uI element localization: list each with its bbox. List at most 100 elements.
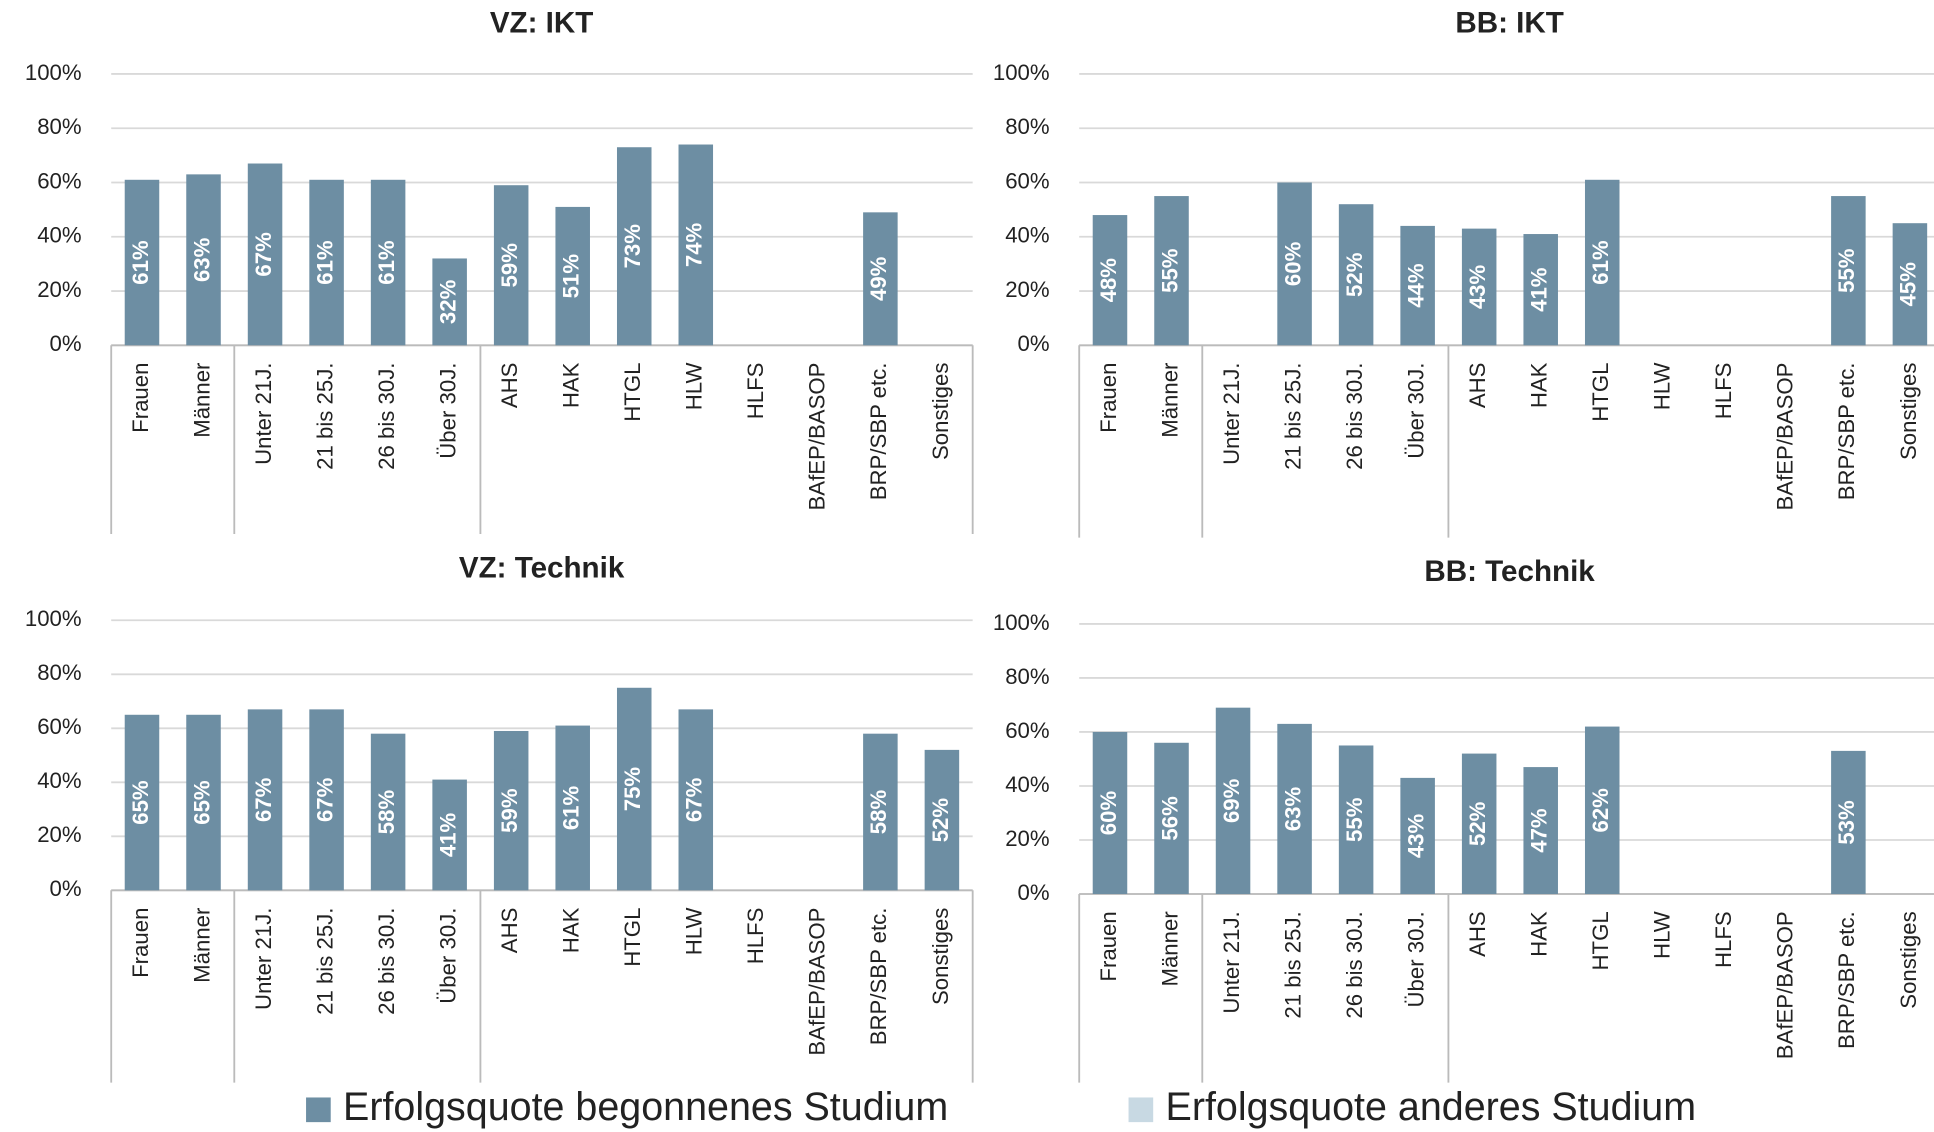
data-label: 62% [1588, 788, 1613, 833]
bar [616, 687, 652, 891]
x-tick-label: Unter 21J. [1219, 363, 1244, 465]
x-tick-label: HLFS [743, 363, 768, 420]
x-tick-label: 26 bis 30J. [1342, 363, 1367, 470]
x-tick-label: AHS [497, 908, 522, 954]
x-tick-label: BAfEP/BASOP [1773, 363, 1798, 511]
bar [432, 258, 467, 346]
y-tick-label: 20% [37, 822, 81, 847]
x-tick-label: HAK [1527, 911, 1552, 957]
chart-title: BB: IKT [1455, 6, 1563, 39]
bar [1338, 745, 1374, 895]
x-tick-label: HLW [1650, 362, 1675, 410]
bar [863, 212, 898, 346]
data-label: 61% [128, 240, 153, 285]
data-label: 49% [866, 256, 891, 301]
bar [493, 185, 529, 346]
y-tick-label: 60% [37, 168, 81, 193]
y-tick-label: 100% [25, 606, 82, 631]
y-tick-label: 80% [1005, 114, 1049, 139]
bar [1584, 726, 1620, 895]
chart-title: BB: Technik [1424, 555, 1595, 588]
data-label: 43% [1404, 813, 1429, 858]
bar [432, 779, 467, 891]
bar [1831, 196, 1866, 346]
chart-title: VZ: IKT [490, 6, 594, 39]
bar [1523, 234, 1558, 346]
x-tick-label: Über 30J. [1404, 363, 1429, 459]
data-label: 44% [1404, 263, 1429, 308]
bar [678, 709, 714, 891]
data-label: 58% [374, 790, 399, 835]
bar [555, 206, 590, 346]
x-tick-label: Frauen [1096, 363, 1121, 433]
data-label: 58% [866, 790, 891, 835]
data-label: 74% [682, 222, 707, 267]
y-tick-label: 100% [993, 60, 1050, 85]
x-tick-label: Frauen [1096, 911, 1121, 981]
bar [247, 163, 283, 346]
data-label: 69% [1219, 778, 1244, 823]
data-label: 53% [1834, 800, 1859, 845]
data-label: 52% [1465, 801, 1490, 846]
chart-title: VZ: Technik [459, 552, 625, 585]
bar [1215, 707, 1251, 895]
bar [1277, 182, 1312, 346]
legend-swatch [1128, 1097, 1154, 1123]
y-tick-label: 60% [1005, 168, 1049, 193]
x-tick-label: HLFS [1711, 363, 1736, 420]
bar [1400, 225, 1435, 346]
y-tick-label: 40% [37, 223, 81, 248]
data-label: 59% [497, 788, 522, 833]
y-tick-label: 20% [1005, 826, 1049, 851]
y-tick-label: 80% [37, 660, 81, 685]
data-label: 41% [1527, 267, 1552, 312]
x-tick-label: 26 bis 30J. [374, 908, 399, 1015]
x-tick-label: BRP/SBP etc. [866, 908, 891, 1046]
x-tick-label: 26 bis 30J. [374, 363, 399, 470]
bar [863, 733, 898, 891]
data-label: 60% [1096, 791, 1121, 836]
x-tick-label: HTGL [1588, 911, 1613, 970]
data-label: 67% [312, 777, 337, 822]
x-tick-label: 21 bis 25J. [312, 908, 337, 1015]
data-label: 55% [1834, 248, 1859, 293]
bar [555, 725, 590, 891]
x-tick-label: AHS [1465, 363, 1490, 409]
x-tick-label: 21 bis 25J. [1280, 363, 1305, 470]
x-tick-label: 21 bis 25J. [312, 363, 337, 470]
bar [1892, 223, 1928, 346]
bar [1154, 742, 1189, 895]
y-tick-label: 0% [50, 331, 82, 356]
bar [370, 733, 406, 891]
x-tick-label: BAfEP/BASOP [805, 908, 830, 1056]
x-tick-label: BAfEP/BASOP [1773, 911, 1798, 1059]
data-label: 59% [497, 243, 522, 288]
y-tick-label: 0% [1018, 880, 1050, 905]
x-tick-label: HTGL [620, 363, 645, 422]
data-label: 60% [1280, 241, 1305, 286]
data-label: 52% [928, 798, 953, 843]
x-tick-label: Über 30J. [436, 363, 461, 459]
x-tick-label: AHS [1465, 911, 1490, 957]
x-tick-label: HAK [1527, 362, 1552, 408]
x-tick-label: HLFS [1711, 911, 1736, 968]
legend-swatch [306, 1097, 331, 1123]
data-label: 45% [1896, 262, 1921, 307]
y-tick-label: 100% [993, 610, 1050, 635]
x-tick-label: Unter 21J. [251, 363, 276, 465]
bar [493, 730, 529, 891]
y-tick-label: 20% [37, 277, 81, 302]
data-label: 67% [251, 232, 276, 277]
x-tick-label: BAfEP/BASOP [805, 363, 830, 511]
bar [1154, 196, 1189, 346]
data-label: 56% [1157, 796, 1182, 841]
x-tick-label: Über 30J. [1404, 911, 1429, 1007]
data-label: 32% [436, 279, 461, 324]
bar [309, 709, 344, 891]
data-label: 63% [1280, 786, 1305, 831]
bar [1461, 753, 1497, 895]
data-label: 65% [189, 780, 214, 825]
y-tick-label: 0% [1018, 331, 1050, 356]
